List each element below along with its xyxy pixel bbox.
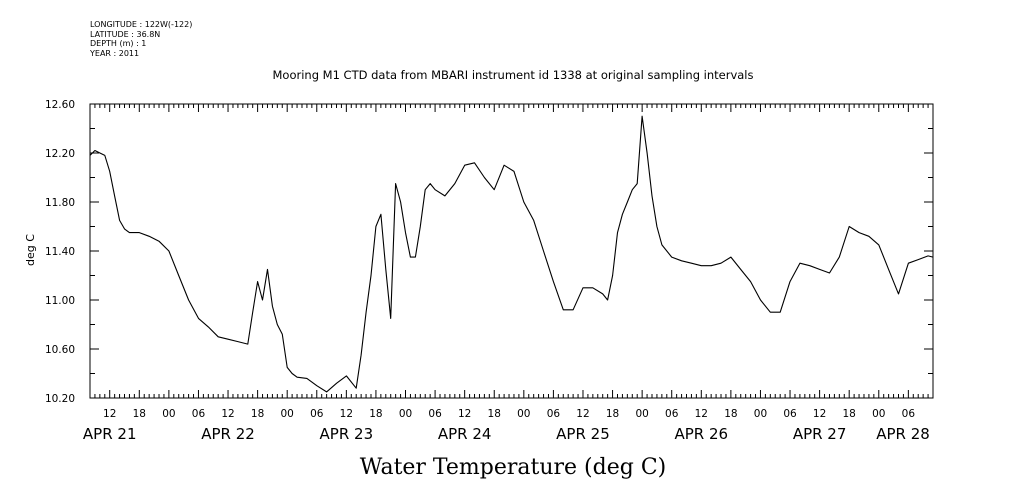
x-hour-label: 06 <box>665 408 679 420</box>
x-hour-label: 06 <box>310 408 324 420</box>
latitude-text: LATITUDE : 36.8N <box>90 29 161 39</box>
x-hour-label: 00 <box>872 408 885 420</box>
x-date-label: APR 21 <box>83 425 137 443</box>
x-hour-label: 00 <box>399 408 412 420</box>
x-hour-label: 12 <box>221 408 234 420</box>
x-hour-label: 12 <box>695 408 708 420</box>
x-hour-label: 00 <box>517 408 530 420</box>
y-axis-ticks: 10.20 10.60 11.00 11.40 11.80 12.20 12.60 <box>45 99 933 405</box>
depth-text: DEPTH (m) : 1 <box>90 39 147 48</box>
year-text: YEAR : 2011 <box>90 48 140 58</box>
x-hour-label: 18 <box>488 408 501 420</box>
x-date-label: APR 28 <box>876 425 930 443</box>
x-hour-label: 00 <box>281 408 294 420</box>
x-hour-label: 06 <box>192 408 206 420</box>
y-tick-label: 10.20 <box>45 393 75 405</box>
y-tick-label: 10.60 <box>45 344 75 356</box>
temperature-series-line <box>89 115 934 393</box>
x-hour-label: 18 <box>133 408 146 420</box>
y-tick-label: 11.80 <box>45 197 75 209</box>
x-hour-label: 06 <box>902 408 916 420</box>
x-hour-label: 12 <box>340 408 353 420</box>
y-tick-label: 12.60 <box>45 99 75 111</box>
x-hour-label: 06 <box>783 408 797 420</box>
x-hour-label: 18 <box>843 408 856 420</box>
y-tick-label: 11.00 <box>45 295 75 307</box>
x-hour-label: 12 <box>576 408 589 420</box>
x-hour-label: 12 <box>458 408 471 420</box>
x-hour-label: 18 <box>606 408 619 420</box>
chart-title: Mooring M1 CTD data from MBARI instrumen… <box>273 68 754 82</box>
x-hour-label: 00 <box>754 408 767 420</box>
longitude-text: LONGITUDE : 122W(-122) <box>90 20 193 29</box>
x-hour-label: 00 <box>162 408 175 420</box>
x-date-label: APR 27 <box>793 425 847 443</box>
x-axis-title: Water Temperature (deg C) <box>360 455 667 480</box>
x-date-label: APR 26 <box>675 425 729 443</box>
x-hour-label: 18 <box>251 408 264 420</box>
y-tick-label: 11.40 <box>45 246 75 258</box>
y-tick-label: 12.20 <box>45 148 75 160</box>
metadata-block: LONGITUDE : 122W(-122) LATITUDE : 36.8N … <box>90 20 192 58</box>
x-date-label: APR 23 <box>320 425 374 443</box>
plot-frame <box>89 103 934 399</box>
x-date-label: APR 25 <box>556 425 610 443</box>
series-layer <box>89 115 934 393</box>
x-date-label: APR 22 <box>201 425 255 443</box>
x-hour-label: 12 <box>813 408 826 420</box>
x-hour-label: 06 <box>547 408 561 420</box>
x-hour-label: 18 <box>724 408 737 420</box>
x-hour-label: 12 <box>103 408 116 420</box>
x-date-label: APR 24 <box>438 425 492 443</box>
x-hour-label: 18 <box>369 408 382 420</box>
x-hour-label: 00 <box>635 408 648 420</box>
x-axis-ticks: 12 18 00 06 12 18 00 06 12 18 00 06 12 18 00 06 12 18 00 06… <box>83 104 934 443</box>
y-axis-label: deg C <box>24 234 37 266</box>
x-hour-label: 06 <box>428 408 442 420</box>
